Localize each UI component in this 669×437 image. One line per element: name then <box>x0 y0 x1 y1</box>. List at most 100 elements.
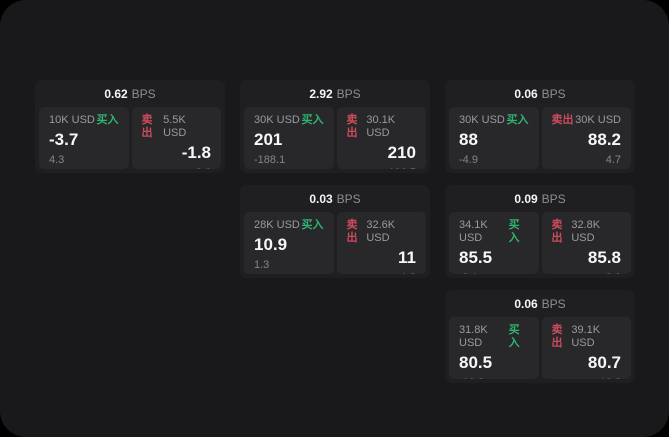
card-body: 30K USD 买入 88 -4.9 卖出 30K USD 88.2 4.7 <box>449 107 631 169</box>
sell-change: 3.0 <box>552 272 621 274</box>
card-header: 0.62 BPS <box>35 80 225 107</box>
sell-change: 4.7 <box>605 154 621 166</box>
sell-amount: 32.6K USD <box>366 219 396 244</box>
buy-change: -3.1 <box>459 272 529 274</box>
buy-amount: 34.1K USD <box>459 219 488 244</box>
buy-tile[interactable]: 30K USD 买入 201 -188.1 <box>244 107 334 169</box>
buy-price: 10.9 <box>254 235 288 254</box>
buy-side-label: 买入 <box>96 114 119 126</box>
sell-side-label: 卖出 <box>346 219 358 244</box>
sell-side-label: 卖出 <box>346 114 358 139</box>
spread-unit: BPS <box>336 191 361 206</box>
spread-unit: BPS <box>541 191 566 206</box>
sell-amount: 30.1K USD <box>366 114 396 139</box>
buy-tile-top: 10K USD 买入 <box>49 114 119 127</box>
sell-tile[interactable]: 卖出 39.1K USD 80.7 10.2 <box>541 317 631 379</box>
buy-tile-top: 28K USD 买入 <box>254 219 324 232</box>
sell-side-label: 卖出 <box>141 114 153 139</box>
buy-tile-top: 31.8K USD 买入 <box>459 324 529 350</box>
sell-side-label: 卖出 <box>551 324 563 349</box>
card-header: 0.06 BPS <box>445 80 635 107</box>
buy-price: -3.7 <box>49 130 79 149</box>
buy-change: 1.3 <box>254 259 270 271</box>
sell-change: 10.2 <box>552 377 621 379</box>
quote-card: 0.06 BPS 30K USD 买入 88 -4.9 卖出 30K USD 8… <box>445 80 635 173</box>
spread-unit: BPS <box>336 86 361 101</box>
buy-price: 201 <box>254 130 283 149</box>
buy-amount: 30K USD <box>459 114 505 126</box>
buy-amount: 10K USD <box>49 114 95 126</box>
card-body: 34.1K USD 买入 85.5 -3.1 卖出 32.8K USD 85.8… <box>449 212 631 274</box>
spread-unit: BPS <box>131 86 156 101</box>
buy-tile-top: 34.1K USD 买入 <box>459 219 529 245</box>
sell-price: 85.8 <box>587 248 621 267</box>
card-body: 28K USD 买入 10.9 1.3 卖出 32.6K USD 11 -1.8 <box>244 212 426 274</box>
buy-amount: 30K USD <box>254 114 300 126</box>
buy-change: -188.1 <box>254 154 286 166</box>
buy-side-label: 买入 <box>301 219 324 231</box>
quote-card: 0.09 BPS 34.1K USD 买入 85.5 -3.1 卖出 32.8K… <box>445 185 635 278</box>
card-body: 10K USD 买入 -3.7 4.3 卖出 5.5K USD -1.8 -2.… <box>39 107 221 169</box>
quote-card: 2.92 BPS 30K USD 买入 201 -188.1 卖出 30.1K … <box>240 80 430 173</box>
sell-tile-top: 卖出 32.6K USD <box>347 219 417 245</box>
sell-change: -1.8 <box>347 272 416 274</box>
card-body: 31.8K USD 买入 80.5 -10.8 卖出 39.1K USD 80.… <box>449 317 631 379</box>
buy-change: -10.8 <box>459 377 529 379</box>
sell-tile-top: 卖出 39.1K USD <box>552 324 622 350</box>
quote-card: 0.62 BPS 10K USD 买入 -3.7 4.3 卖出 5.5K USD… <box>35 80 225 173</box>
buy-amount: 31.8K USD <box>459 324 488 349</box>
sell-price: -1.8 <box>181 143 211 162</box>
buy-tile[interactable]: 34.1K USD 买入 85.5 -3.1 <box>449 212 539 274</box>
buy-tile[interactable]: 28K USD 买入 10.9 1.3 <box>244 212 334 274</box>
buy-tile-top: 30K USD 买入 <box>254 114 324 127</box>
card-header: 0.03 BPS <box>240 185 430 212</box>
sell-change: -2.6 <box>142 167 211 169</box>
sell-price: 11 <box>398 248 416 267</box>
sell-tile-top: 卖出 30.1K USD <box>347 114 417 140</box>
sell-price: 80.7 <box>587 353 621 372</box>
sell-amount: 30K USD <box>575 114 621 126</box>
buy-side-label: 买入 <box>508 324 520 349</box>
spread-value: 0.09 <box>514 191 538 206</box>
buy-tile[interactable]: 31.8K USD 买入 80.5 -10.8 <box>449 317 539 379</box>
sell-change: 196.5 <box>347 167 416 169</box>
spread-value: 0.06 <box>514 86 538 101</box>
card-header: 2.92 BPS <box>240 80 430 107</box>
spread-unit: BPS <box>541 86 566 101</box>
sell-tile[interactable]: 卖出 5.5K USD -1.8 -2.6 <box>131 107 221 169</box>
sell-tile-top: 卖出 5.5K USD <box>142 114 212 140</box>
buy-price: 88 <box>459 130 478 149</box>
sell-tile[interactable]: 卖出 32.6K USD 11 -1.8 <box>336 212 426 274</box>
spread-value: 0.06 <box>514 296 538 311</box>
quote-card: 0.06 BPS 31.8K USD 买入 80.5 -10.8 卖出 39.1… <box>445 290 635 383</box>
sell-side-label: 卖出 <box>551 219 563 244</box>
buy-amount: 28K USD <box>254 219 300 231</box>
sell-tile[interactable]: 卖出 30.1K USD 210 196.5 <box>336 107 426 169</box>
sell-side-label: 卖出 <box>551 114 574 126</box>
buy-side-label: 买入 <box>508 219 520 244</box>
buy-change: 4.3 <box>49 154 65 166</box>
sell-amount: 39.1K USD <box>571 324 601 349</box>
card-body: 30K USD 买入 201 -188.1 卖出 30.1K USD 210 1… <box>244 107 426 169</box>
sell-price: 210 <box>387 143 416 162</box>
sell-amount: 32.8K USD <box>571 219 601 244</box>
sell-tile-top: 卖出 30K USD <box>552 114 622 127</box>
spread-unit: BPS <box>541 296 566 311</box>
buy-side-label: 买入 <box>301 114 324 126</box>
card-header: 0.06 BPS <box>445 290 635 317</box>
sell-tile-top: 卖出 32.8K USD <box>552 219 622 245</box>
quote-card: 0.03 BPS 28K USD 买入 10.9 1.3 卖出 32.6K US… <box>240 185 430 278</box>
buy-side-label: 买入 <box>506 114 529 126</box>
card-header: 0.09 BPS <box>445 185 635 212</box>
sell-price: 88.2 <box>587 130 621 149</box>
buy-tile[interactable]: 30K USD 买入 88 -4.9 <box>449 107 539 169</box>
buy-change: -4.9 <box>459 154 478 166</box>
spread-value: 0.62 <box>104 86 128 101</box>
spread-value: 2.92 <box>309 86 333 101</box>
sell-tile[interactable]: 卖出 30K USD 88.2 4.7 <box>541 107 631 169</box>
sell-tile[interactable]: 卖出 32.8K USD 85.8 3.0 <box>541 212 631 274</box>
sell-amount: 5.5K USD <box>163 114 187 139</box>
spread-value: 0.03 <box>309 191 333 206</box>
buy-tile[interactable]: 10K USD 买入 -3.7 4.3 <box>39 107 129 169</box>
